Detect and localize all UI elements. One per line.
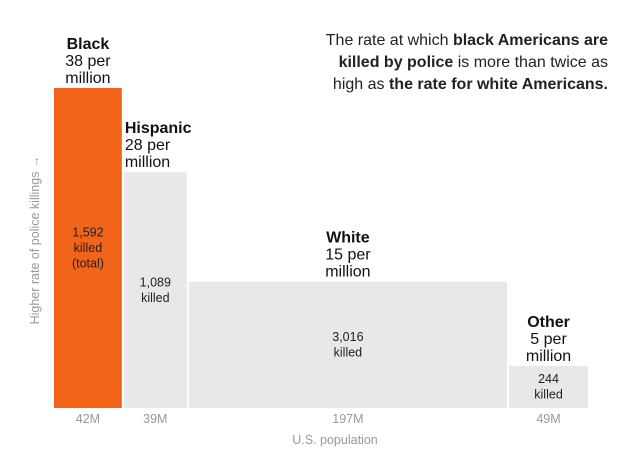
bar-group-label: Hispanic — [125, 120, 192, 137]
annotation-segment: is more than twice as high as — [332, 54, 608, 93]
chart-annotation: The rate at which black Americans are ki… — [308, 30, 608, 96]
bar-black — [54, 88, 122, 408]
killed-label: killed — [74, 241, 103, 255]
bar-white — [188, 281, 507, 408]
y-axis-label: Higher rate of police killings → — [28, 156, 42, 325]
killed-label: 244 — [538, 372, 559, 386]
killed-label: (total) — [72, 257, 104, 271]
x-tick-label: 42M — [76, 412, 100, 426]
rate-label: 28 per — [125, 137, 171, 154]
annotation-segment: The rate at which — [325, 32, 453, 49]
killed-label: killed — [141, 291, 170, 305]
annotation-segment: the rate for white Americans. — [388, 76, 608, 93]
x-axis-label: U.S. population — [292, 433, 378, 447]
rate-label: million — [526, 348, 571, 365]
rate-label: 38 per — [65, 53, 111, 70]
rate-label: 5 per — [530, 331, 567, 348]
killed-label: 1,592 — [72, 226, 103, 240]
bar-group-label: Black — [67, 36, 110, 53]
rate-label: million — [65, 70, 110, 87]
bar-group-label: Other — [527, 314, 570, 331]
x-tick-label: 39M — [143, 412, 167, 426]
x-tick-label: 49M — [536, 412, 560, 426]
x-tick-label: 197M — [332, 412, 363, 426]
killed-label: 1,089 — [140, 275, 171, 289]
killed-label: killed — [334, 346, 363, 360]
rate-label: 15 per — [325, 247, 371, 264]
rate-label: million — [125, 154, 170, 171]
killed-label: killed — [534, 388, 563, 402]
bar-other — [508, 365, 589, 408]
rate-label: million — [325, 264, 370, 281]
bar-hispanic — [123, 172, 187, 408]
bar-group-label: White — [326, 230, 370, 247]
annotation-segment: black Americans are killed by police — [338, 32, 608, 71]
killed-label: 3,016 — [332, 330, 363, 344]
